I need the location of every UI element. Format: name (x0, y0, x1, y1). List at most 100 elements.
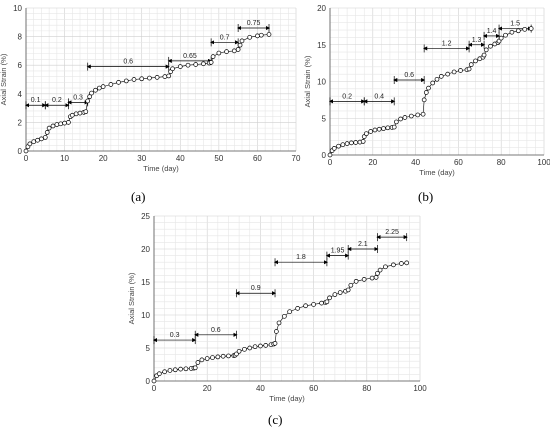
x-tick-label: 60 (309, 384, 318, 393)
data-point (54, 122, 60, 127)
data-point (123, 78, 129, 84)
stage-label: 0.3 (73, 94, 83, 101)
data-point (331, 146, 337, 151)
data-point (404, 260, 410, 266)
data-point (368, 129, 374, 134)
data-point (434, 76, 440, 82)
data-point (398, 116, 403, 122)
data-point (391, 262, 396, 268)
x-tick-label: 80 (497, 158, 506, 167)
data-point (466, 66, 472, 72)
data-point (324, 299, 330, 305)
data-point (295, 306, 300, 311)
data-point (303, 303, 308, 309)
chart-c: 0 20 40 60 80 100 0 5 10 15 20 25 Time (day) Axial St… (127, 212, 427, 403)
data-point (183, 366, 189, 372)
data-point (353, 278, 359, 284)
data-point (255, 33, 260, 39)
y-tick-label: 5 (322, 114, 327, 123)
x-tick-label: 20 (203, 384, 212, 393)
y-tick-label: 5 (146, 344, 151, 353)
x-tick-label: 20 (99, 154, 108, 163)
data-point (156, 371, 162, 377)
data-point (373, 275, 379, 280)
data-point (272, 341, 278, 346)
data-point (193, 62, 199, 67)
data-point (201, 61, 206, 67)
data-point (204, 356, 210, 361)
data-point (287, 309, 293, 315)
x-tick-label: 30 (137, 154, 146, 163)
x-tick-label: 80 (362, 384, 371, 393)
data-point (83, 109, 89, 115)
data-point (177, 64, 183, 69)
data-point (247, 34, 253, 40)
data-point (247, 345, 253, 351)
data-point (208, 59, 214, 65)
data-point (345, 287, 351, 293)
data-point (348, 282, 354, 288)
x-tick-label: 40 (256, 384, 265, 393)
data-point (274, 329, 279, 334)
stage-label: 1.8 (296, 254, 306, 261)
y-tick-label: 4 (18, 90, 23, 99)
panel-label-a: (a) (131, 189, 146, 204)
stage-label: 1.5 (510, 21, 520, 28)
panel-label-c: (c) (268, 412, 283, 427)
stage-label: 0.6 (211, 327, 221, 334)
data-point (361, 277, 367, 282)
data-point (381, 126, 386, 131)
y-tick-label: 6 (18, 61, 23, 70)
data-point (192, 365, 198, 371)
data-point (383, 264, 388, 270)
y-axis-label: Axial Strain (%) (127, 272, 136, 324)
stage-label: 0.9 (251, 285, 261, 292)
data-point (23, 148, 29, 154)
data-point (423, 90, 429, 95)
data-point (503, 32, 508, 38)
y-tick-label: 15 (141, 278, 150, 287)
data-point (224, 49, 229, 54)
stage-label: 0.1 (31, 97, 41, 104)
data-point (77, 110, 83, 116)
data-point (327, 295, 332, 301)
data-point (89, 90, 94, 96)
data-point (327, 152, 333, 158)
stage-label: 1.3 (472, 37, 482, 44)
x-tick-label: 40 (176, 154, 185, 163)
data-point (116, 80, 121, 85)
x-tick-label: 0 (152, 384, 157, 393)
data-point (154, 75, 160, 80)
data-point (369, 275, 375, 281)
data-point (231, 48, 237, 54)
data-point (58, 121, 64, 127)
data-point (311, 302, 316, 307)
data-point (376, 126, 382, 132)
data-point (42, 135, 48, 140)
data-point (528, 26, 534, 31)
data-point (415, 112, 421, 118)
data-point (509, 29, 515, 35)
y-tick-label: 0 (322, 151, 327, 160)
data-point (522, 26, 528, 32)
data-point (372, 127, 378, 133)
x-tick-label: 100 (413, 384, 427, 393)
data-point (451, 69, 457, 75)
data-point (131, 77, 137, 82)
data-point (515, 28, 521, 34)
x-axis-label: Time (day) (269, 394, 305, 403)
data-point (364, 131, 369, 137)
x-tick-label: 0 (24, 154, 29, 163)
stage-label: 1.95 (331, 248, 345, 255)
data-point (336, 143, 341, 149)
data-point (263, 343, 269, 348)
data-point (332, 292, 338, 297)
data-point (195, 360, 201, 365)
data-point (73, 111, 79, 117)
data-point (391, 124, 397, 130)
data-point (242, 346, 247, 352)
data-point (375, 271, 380, 276)
data-point (85, 98, 91, 104)
data-point (340, 142, 346, 148)
data-point (147, 75, 152, 81)
